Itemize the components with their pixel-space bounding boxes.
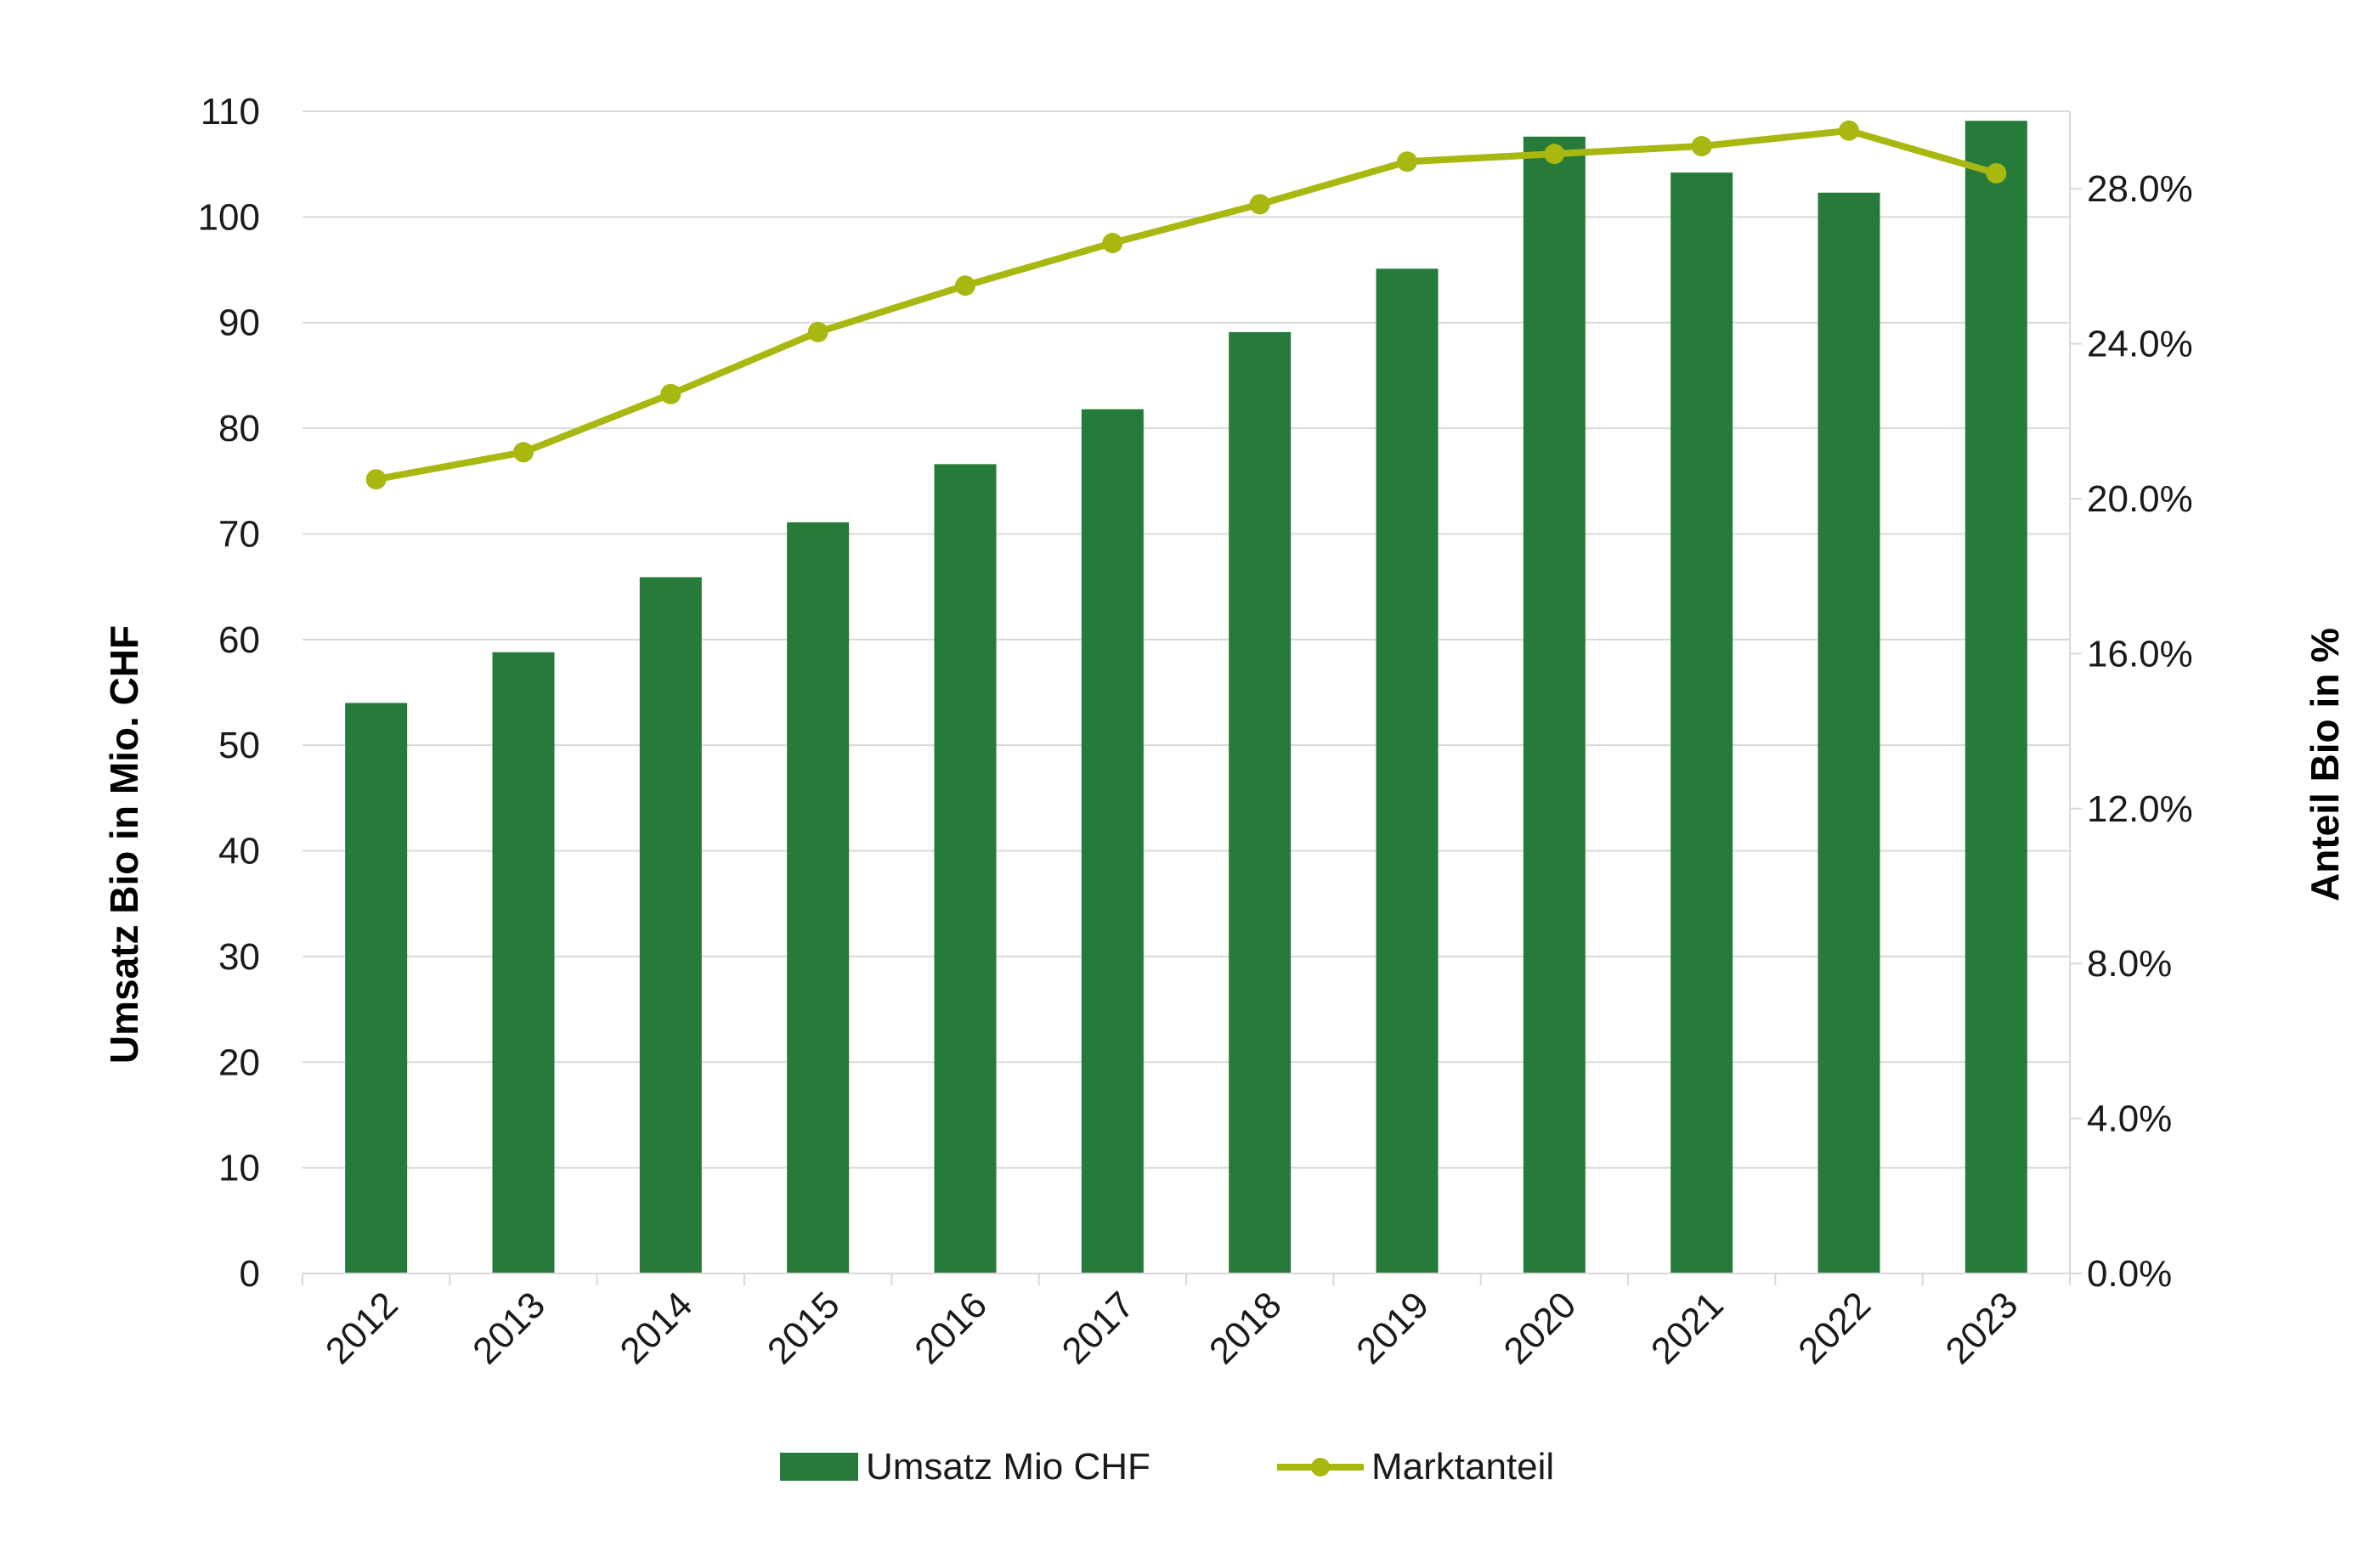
bar-umsatz-2014 (639, 577, 702, 1273)
bar-umsatz-2020 (1523, 136, 1586, 1273)
bar-umsatz-2019 (1376, 268, 1439, 1274)
y2-tick-label: 24.0% (2087, 324, 2193, 365)
legend-label-umsatz: Umsatz Mio CHF (866, 1446, 1150, 1488)
point-marktanteil-2015 (807, 321, 828, 342)
bar-umsatz-2023 (1964, 121, 2027, 1273)
bar-umsatz-2021 (1671, 172, 1733, 1274)
legend-swatch-umsatz (780, 1453, 858, 1481)
legend: Umsatz Mio CHF Marktanteil (780, 1446, 1554, 1488)
gridlines (302, 110, 2070, 1169)
bar-umsatz-2013 (492, 652, 555, 1273)
legend-marker-marktanteil (1311, 1458, 1330, 1476)
y-tick-label: 0 (240, 1253, 260, 1295)
y2-tick-label: 4.0% (2087, 1098, 2172, 1140)
y-tick-label: 110 (201, 91, 260, 133)
bar-umsatz-2022 (1818, 192, 1880, 1273)
y2-axis-title: Anteil Bio in % (2303, 628, 2347, 901)
point-marktanteil-2014 (660, 383, 681, 404)
line-marktanteil (375, 127, 1998, 483)
bar-umsatz-2016 (934, 464, 997, 1273)
bar-umsatz-2018 (1229, 331, 1292, 1273)
point-marktanteil-2023 (1986, 162, 2007, 184)
y2-tick-label: 20.0% (2087, 478, 2193, 520)
x-tick-label: 2021 (1643, 1284, 1732, 1372)
point-marktanteil-2017 (1102, 233, 1123, 254)
point-marktanteil-2021 (1691, 136, 1712, 157)
axes (302, 111, 2082, 1285)
bar-umsatz-2015 (787, 522, 850, 1273)
point-marktanteil-2013 (513, 442, 534, 463)
bar-umsatz-2017 (1081, 409, 1144, 1273)
x-tick-label: 2018 (1201, 1284, 1290, 1372)
y2-tick-label: 12.0% (2087, 788, 2193, 830)
point-marktanteil-2012 (365, 469, 387, 490)
x-tick-label: 2015 (760, 1284, 848, 1372)
y-tick-label: 100 (198, 196, 260, 238)
y-tick-label: 30 (218, 936, 260, 978)
y2-tick-label: 8.0% (2087, 943, 2172, 985)
legend-label-marktanteil: Marktanteil (1371, 1446, 1554, 1488)
point-marktanteil-2020 (1544, 144, 1565, 165)
x-tick-label: 2013 (465, 1284, 553, 1372)
y-tick-label: 50 (218, 725, 260, 766)
point-marktanteil-2022 (1839, 120, 1859, 141)
y-tick-label: 90 (218, 302, 260, 344)
x-tick-label: 2016 (907, 1284, 995, 1372)
x-tick-label: 2012 (318, 1284, 406, 1372)
x-tick-label: 2014 (613, 1284, 701, 1372)
y2-tick-label: 0.0% (2087, 1253, 2172, 1295)
x-tick-label: 2023 (1938, 1284, 2027, 1372)
y2-tick-label: 28.0% (2087, 168, 2193, 210)
y-tick-label: 10 (218, 1148, 260, 1189)
bar-umsatz-2012 (345, 703, 408, 1273)
y-tick-label: 40 (218, 831, 260, 872)
y-tick-label: 70 (218, 513, 260, 555)
bar-series (345, 121, 2027, 1274)
x-tick-label: 2022 (1790, 1284, 1879, 1372)
y-tick-label: 60 (218, 619, 260, 661)
point-marktanteil-2019 (1397, 151, 1417, 172)
x-tick-label: 2020 (1496, 1284, 1585, 1372)
y2-tick-label: 16.0% (2087, 633, 2193, 675)
point-marktanteil-2018 (1249, 194, 1270, 215)
line-series (365, 120, 2007, 490)
y-axis-title: Umsatz Bio in Mio. CHF (102, 625, 146, 1064)
x-tick-label: 2019 (1348, 1284, 1437, 1372)
y-tick-label: 80 (218, 408, 260, 449)
y-tick-label: 20 (218, 1042, 260, 1083)
point-marktanteil-2016 (955, 275, 975, 296)
x-tick-label: 2017 (1054, 1284, 1143, 1372)
